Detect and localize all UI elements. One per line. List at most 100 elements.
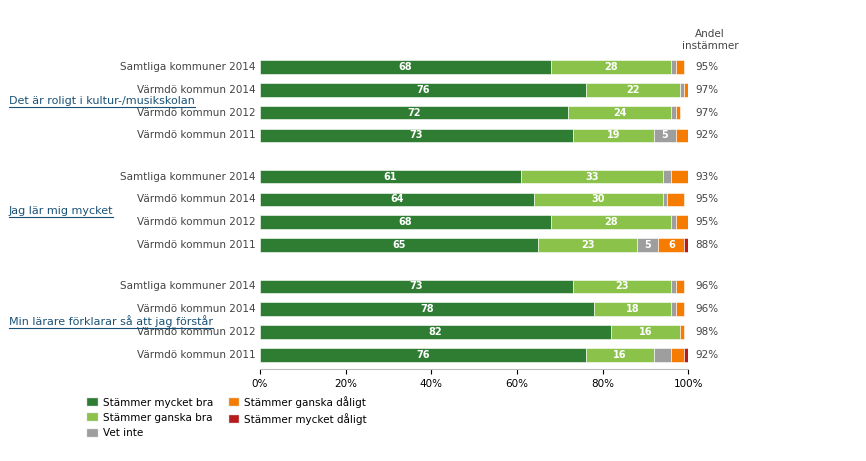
Text: 33: 33	[585, 171, 598, 182]
Text: 16: 16	[613, 350, 627, 360]
Text: Jag lär mig mycket: Jag lär mig mycket	[9, 206, 113, 216]
Text: 23: 23	[615, 281, 629, 291]
Text: Min lärare förklarar så att jag förstår: Min lärare förklarar så att jag förstår	[9, 315, 213, 327]
Bar	[260, 60, 552, 74]
Text: 95%: 95%	[695, 195, 718, 205]
Bar	[684, 83, 693, 96]
Bar	[671, 279, 675, 293]
Text: 96%: 96%	[695, 281, 718, 291]
Text: Det är roligt i kultur-/musikskolan: Det är roligt i kultur-/musikskolan	[9, 96, 195, 106]
Text: Värmdö kommun 2014: Värmdö kommun 2014	[137, 195, 255, 205]
Bar	[675, 302, 684, 316]
Text: 6: 6	[668, 240, 675, 250]
Bar	[260, 193, 534, 207]
Bar	[260, 83, 585, 96]
Bar	[671, 60, 675, 74]
Text: 23: 23	[581, 240, 594, 250]
Text: 65: 65	[392, 240, 406, 250]
Text: Värmdö kommun 2012: Värmdö kommun 2012	[137, 327, 255, 337]
Text: 98%: 98%	[695, 327, 718, 337]
Bar	[675, 106, 680, 119]
Text: Värmdö kommun 2014: Värmdö kommun 2014	[137, 85, 255, 95]
Text: 5: 5	[644, 240, 651, 250]
Bar	[260, 279, 572, 293]
Bar	[675, 60, 684, 74]
Text: 24: 24	[613, 107, 627, 118]
Bar	[662, 193, 667, 207]
Bar	[611, 325, 680, 339]
Text: Värmdö kommun 2011: Värmdö kommun 2011	[137, 240, 255, 250]
Text: 30: 30	[591, 195, 605, 205]
Legend: Stämmer mycket bra, Stämmer ganska bra, Vet inte, Stämmer ganska dåligt, Stämmer: Stämmer mycket bra, Stämmer ganska bra, …	[87, 396, 367, 438]
Text: 5: 5	[662, 130, 669, 141]
Bar	[671, 348, 684, 362]
Text: 64: 64	[391, 195, 404, 205]
Text: 68: 68	[398, 217, 412, 227]
Bar	[662, 170, 671, 183]
Bar	[260, 170, 521, 183]
Bar	[568, 106, 671, 119]
Text: 93%: 93%	[695, 171, 718, 182]
Bar	[260, 106, 568, 119]
Bar	[521, 170, 662, 183]
Text: Värmdö kommun 2012: Värmdö kommun 2012	[137, 107, 255, 118]
Text: Värmdö kommun 2014: Värmdö kommun 2014	[137, 304, 255, 314]
Text: 92%: 92%	[695, 130, 718, 141]
Text: 28: 28	[604, 217, 618, 227]
Bar	[260, 129, 572, 142]
Bar	[260, 215, 552, 229]
Bar	[585, 348, 654, 362]
Bar	[539, 238, 637, 252]
Text: Samtliga kommuner 2014: Samtliga kommuner 2014	[120, 281, 255, 291]
Bar	[654, 348, 671, 362]
Text: 22: 22	[626, 85, 639, 95]
Text: Samtliga kommuner 2014: Samtliga kommuner 2014	[120, 62, 255, 72]
Text: 76: 76	[416, 350, 430, 360]
Bar	[572, 279, 671, 293]
Text: 92%: 92%	[695, 350, 718, 360]
Bar	[680, 83, 684, 96]
Text: 82: 82	[429, 327, 443, 337]
Bar	[671, 215, 675, 229]
Bar	[658, 238, 684, 252]
Bar	[675, 129, 688, 142]
Text: 97%: 97%	[695, 107, 718, 118]
Text: 96%: 96%	[695, 304, 718, 314]
Bar	[637, 238, 658, 252]
Bar	[654, 129, 675, 142]
Bar	[260, 238, 539, 252]
Bar	[552, 215, 671, 229]
Text: 78: 78	[420, 304, 434, 314]
Text: Värmdö kommun 2011: Värmdö kommun 2011	[137, 350, 255, 360]
Bar	[675, 279, 684, 293]
Text: 19: 19	[607, 130, 620, 141]
Bar	[585, 83, 680, 96]
Bar	[552, 60, 671, 74]
Bar	[671, 302, 675, 316]
Bar	[534, 193, 662, 207]
Bar	[260, 302, 594, 316]
Bar	[594, 302, 671, 316]
Text: 76: 76	[416, 85, 430, 95]
Text: 95%: 95%	[695, 62, 718, 72]
Bar	[260, 325, 611, 339]
Text: 18: 18	[626, 304, 640, 314]
Bar	[260, 348, 585, 362]
Text: 68: 68	[398, 62, 412, 72]
Bar	[680, 325, 684, 339]
Text: 73: 73	[410, 281, 423, 291]
Bar	[675, 215, 688, 229]
Bar	[572, 129, 654, 142]
Text: 16: 16	[639, 327, 652, 337]
Text: 73: 73	[410, 130, 423, 141]
Bar	[667, 193, 684, 207]
Bar	[684, 238, 688, 252]
Bar	[684, 348, 688, 362]
Text: Samtliga kommuner 2014: Samtliga kommuner 2014	[120, 171, 255, 182]
Text: 61: 61	[384, 171, 397, 182]
Text: 97%: 97%	[695, 85, 718, 95]
Text: Värmdö kommun 2012: Värmdö kommun 2012	[137, 217, 255, 227]
Text: Värmdö kommun 2011: Värmdö kommun 2011	[137, 130, 255, 141]
Text: 88%: 88%	[695, 240, 718, 250]
Bar	[671, 106, 675, 119]
